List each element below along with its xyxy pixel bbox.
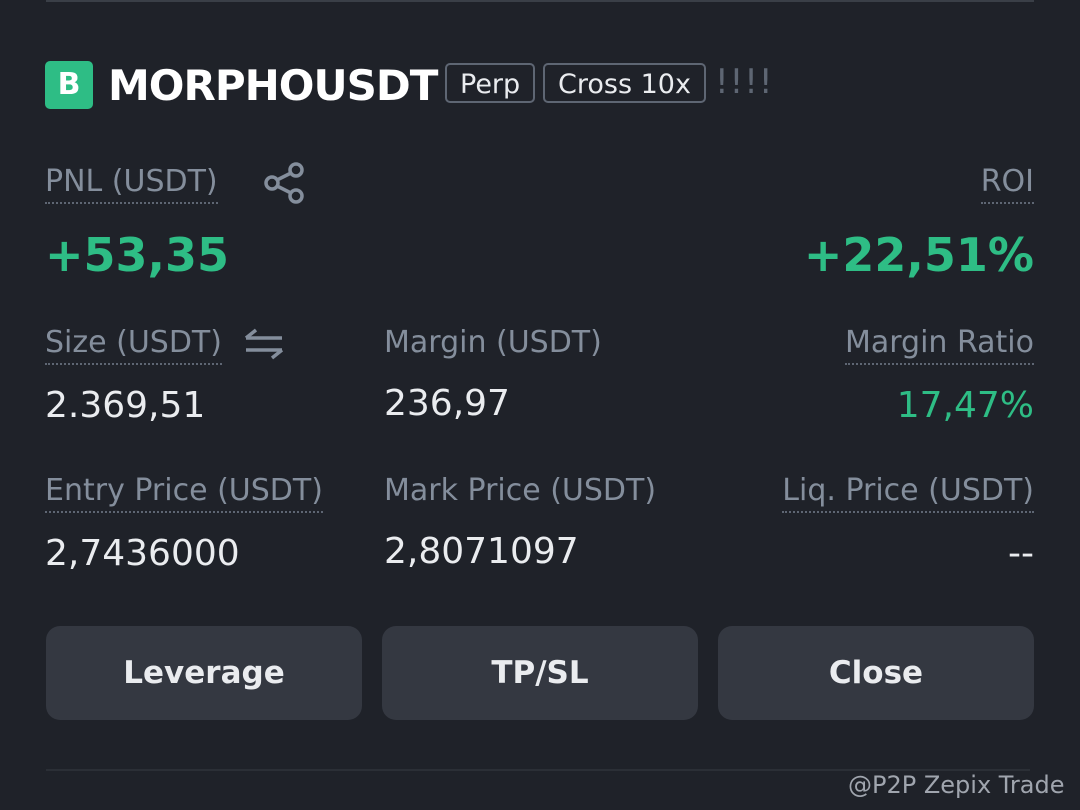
field-label: Entry Price (USDT) <box>45 471 323 513</box>
leverage-button[interactable]: Leverage <box>46 626 362 720</box>
field-value: 17,47% <box>896 385 1034 426</box>
symbol: MORPHOUSDT <box>108 61 438 110</box>
field-value: -- <box>1008 533 1034 574</box>
swap-icon[interactable] <box>244 328 284 360</box>
field-value: 2,7436000 <box>45 533 240 574</box>
top-divider <box>46 0 1034 2</box>
tpsl-button[interactable]: TP/SL <box>382 626 698 720</box>
field-value: 236,97 <box>384 383 510 424</box>
close-button[interactable]: Close <box>718 626 1034 720</box>
field-label: Margin Ratio <box>844 323 1034 365</box>
roi-value: +22,51% <box>803 228 1034 282</box>
pnl-label: PNL (USDT) <box>45 162 218 204</box>
watermark: @P2P Zepix Trade <box>848 771 1065 799</box>
field-label: Margin (USDT) <box>384 325 602 360</box>
field-label: Mark Price (USDT) <box>384 473 657 508</box>
field-label: Liq. Price (USDT) <box>782 471 1034 513</box>
pnl-value: +53,35 <box>45 228 230 282</box>
signal: !!!! <box>715 62 774 102</box>
bottom-divider <box>46 769 1030 771</box>
field-value: 2,8071097 <box>384 531 579 572</box>
tag: Cross 10x <box>543 63 706 103</box>
roi-label: ROI <box>980 162 1034 204</box>
field-value: 2.369,51 <box>45 385 206 426</box>
field-label: Size (USDT) <box>45 323 222 365</box>
share-icon[interactable] <box>262 162 306 204</box>
tag: Perp <box>445 63 536 103</box>
badge: B <box>45 61 93 109</box>
